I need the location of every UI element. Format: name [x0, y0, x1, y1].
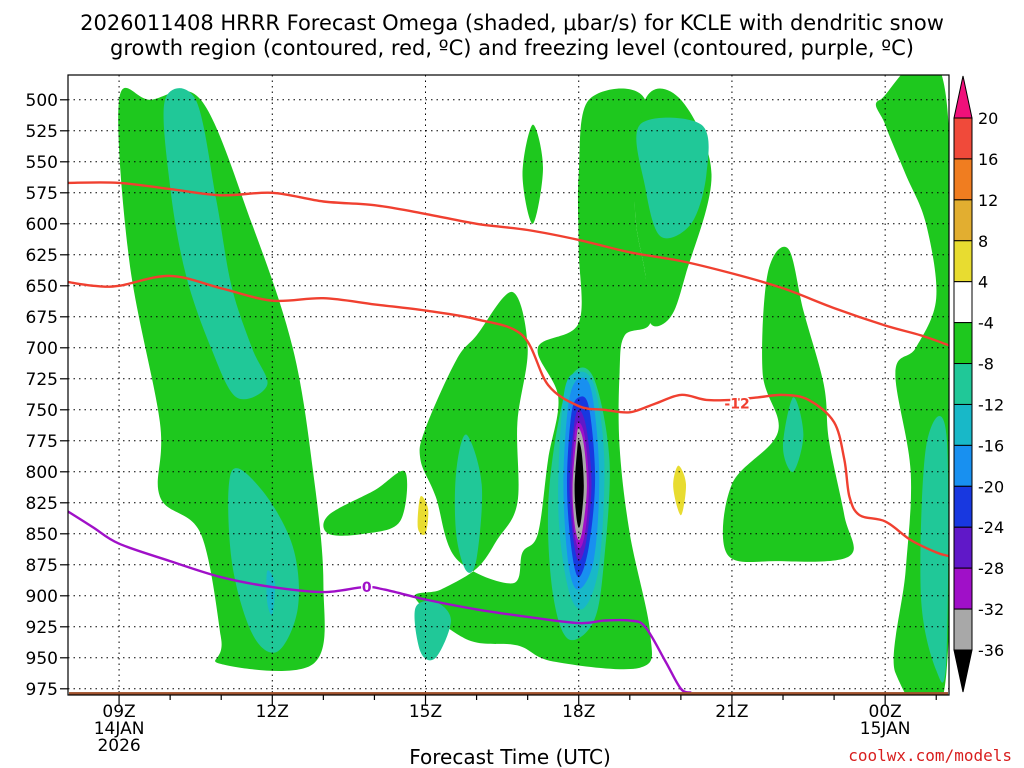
omega-region: [454, 434, 483, 573]
y-tick-label: 825: [26, 494, 58, 514]
dgz-contour: [68, 274, 949, 558]
omega-region: [783, 397, 804, 473]
colorbar-cell: [953, 649, 973, 693]
x-tick-label: 15Z: [409, 702, 442, 722]
x-tick-label: 09Z: [102, 702, 135, 722]
y-tick-label: 675: [26, 308, 58, 328]
contour-lines: -12 0: [68, 181, 949, 694]
y-tick-label: 850: [26, 525, 58, 545]
y-tick-label: 900: [26, 587, 58, 607]
colorbar-cell: [953, 444, 973, 487]
x-tick-year: 2026: [97, 736, 140, 756]
dgz-contour: [68, 181, 949, 347]
colorbar-cell: [953, 240, 973, 283]
y-tick-label: 750: [26, 401, 58, 421]
colorbar-label: -24: [978, 518, 1004, 537]
colorbar-label: 16: [978, 150, 998, 169]
colorbar-label: 20: [978, 109, 998, 128]
freezing-level-contour: [68, 510, 692, 694]
colorbar-cell: [953, 567, 973, 610]
x-tick-date: 15JAN: [860, 719, 911, 739]
x-tick-label: 00Z: [869, 702, 902, 722]
colorbar-cell: [953, 117, 973, 160]
colorbar-cell: [953, 526, 973, 569]
omega-region: [414, 600, 451, 661]
y-tick-label: 575: [26, 184, 58, 204]
colorbar-cell: [953, 158, 973, 201]
y-tick-label: 650: [26, 277, 58, 297]
omega-region: [673, 465, 687, 516]
freezing-level-contour-label: 0: [362, 580, 372, 596]
terrain-band: [69, 692, 948, 695]
colorbar-label: -4: [978, 314, 994, 333]
omega-region: [417, 495, 429, 536]
colorbar-label: -20: [978, 477, 1004, 496]
y-tick-label: 800: [26, 463, 58, 483]
y-tick-label: 775: [26, 432, 58, 452]
omega-shading: [118, 75, 949, 695]
colorbar-label: 8: [978, 232, 988, 251]
omega-region: [920, 416, 949, 683]
colorbar-label: 4: [978, 273, 988, 292]
y-tick-label: 625: [26, 246, 58, 266]
grid-lines: [68, 75, 949, 695]
colorbar-cell: [953, 322, 973, 365]
y-tick-label: 925: [26, 618, 58, 638]
colorbar-cell: [953, 75, 973, 119]
colorbar-label: -12: [978, 395, 1004, 414]
colorbar-label: 12: [978, 191, 998, 210]
y-tick-label: 950: [26, 649, 58, 669]
y-tick-label: 500: [26, 91, 58, 111]
y-tick-label: 525: [26, 122, 58, 142]
colorbar-label: -28: [978, 559, 1004, 578]
colorbar-cell: [953, 608, 973, 651]
omega-region: [574, 440, 584, 528]
plot-frame: [67, 74, 950, 696]
colorbar-label: -8: [978, 355, 994, 374]
x-tick-date: 14JAN: [94, 719, 145, 739]
colorbar-label: -36: [978, 641, 1004, 660]
colorbar-label: -32: [978, 600, 1004, 619]
colorbar: 20 16 12 8 4 -4 -8 -12 -16 -20 -24 -28 -32 -36: [953, 75, 1004, 693]
colorbar-cell: [953, 485, 973, 528]
y-tick-label: 550: [26, 153, 58, 173]
omega-region: [636, 117, 709, 239]
y-tick-label: 725: [26, 370, 58, 390]
omega-region: [228, 468, 299, 653]
y-tick-label: 975: [26, 680, 58, 700]
x-tick-label: 18Z: [562, 702, 595, 722]
y-tick-label: 600: [26, 215, 58, 235]
y-tick-label: 875: [26, 556, 58, 576]
omega-region: [163, 88, 268, 400]
colorbar-cell: [953, 363, 973, 405]
omega-region: [722, 246, 854, 563]
dgz-contour-label: -12: [724, 397, 749, 413]
omega-region: [266, 570, 276, 616]
y-tick-label: 700: [26, 339, 58, 359]
y-axis: 500 525 550 575 600 625 650 675 700 725 750 775 800 8…: [26, 91, 68, 700]
colorbar-cell: [953, 403, 973, 446]
chart-title-line1: 2026011408 HRRR Forecast Omega (shaded, …: [80, 11, 944, 35]
x-tick-label: 12Z: [256, 702, 289, 722]
chart-title-line2: growth region (contoured, red, ºC) and f…: [110, 36, 914, 60]
colorbar-label: -16: [978, 436, 1004, 455]
credit-link[interactable]: coolwx.com/models: [848, 746, 1012, 765]
omega-region: [522, 124, 543, 224]
x-tick-label: 21Z: [715, 702, 748, 722]
colorbar-cell: [953, 281, 973, 324]
colorbar-cell: [953, 199, 973, 242]
x-axis-label: Forecast Time (UTC): [409, 745, 611, 768]
